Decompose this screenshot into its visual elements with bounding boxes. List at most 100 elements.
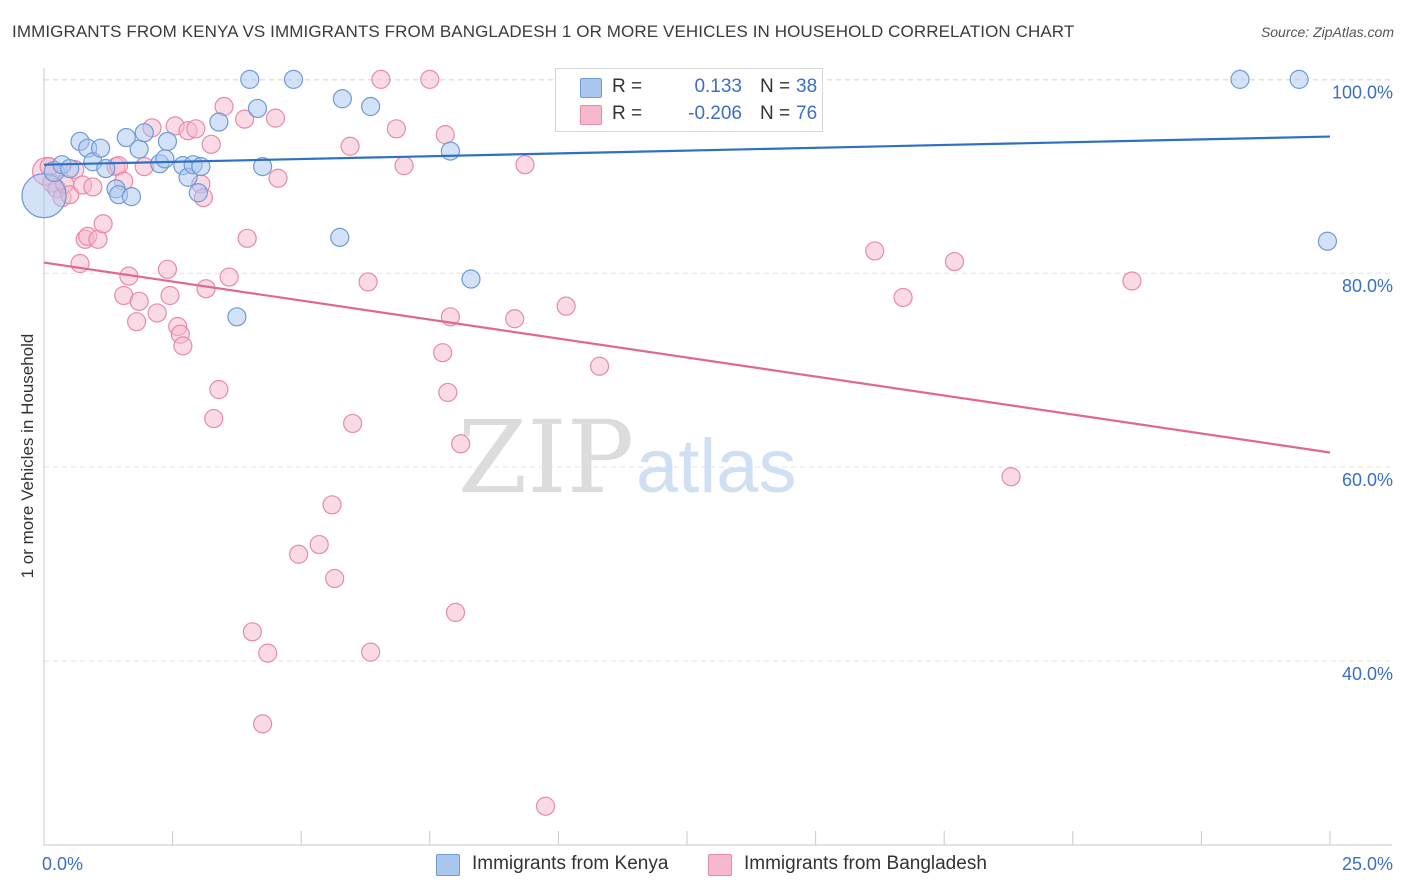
r-label: R = xyxy=(612,103,643,124)
kenya-point xyxy=(209,112,229,132)
bangladesh-point xyxy=(386,119,406,139)
r-label: R = xyxy=(612,76,643,97)
bangladesh-point xyxy=(235,109,255,129)
kenya-point xyxy=(1289,69,1309,89)
bangladesh-point xyxy=(201,134,221,154)
bangladesh-swatch xyxy=(708,854,732,876)
bangladesh-point xyxy=(186,119,206,139)
kenya-point xyxy=(129,139,149,159)
bangladesh-point xyxy=(505,309,525,329)
bangladesh-point xyxy=(93,214,113,234)
bangladesh-point xyxy=(893,287,913,308)
kenya-point xyxy=(330,227,350,247)
kenya-point xyxy=(1230,69,1250,89)
trend-lines xyxy=(43,135,1331,454)
series-legend: Immigrants from Kenya Immigrants from Ba… xyxy=(0,852,1406,878)
n-value: 76 xyxy=(796,103,818,124)
source-label: Source: ZipAtlas.com xyxy=(1260,24,1394,40)
bangladesh-point xyxy=(1001,467,1021,487)
bangladesh-trend-line xyxy=(43,261,1331,454)
bangladesh-point xyxy=(358,272,378,292)
watermark-zip: ZIP xyxy=(458,399,634,516)
bangladesh-point xyxy=(535,796,556,816)
bangladesh-point xyxy=(343,413,363,434)
bangladesh-point xyxy=(433,343,453,363)
bangladesh-point xyxy=(309,534,329,555)
bangladesh-point xyxy=(556,296,576,316)
kenya-point xyxy=(116,127,136,148)
bangladesh-point xyxy=(361,642,381,662)
chart-title: IMMIGRANTS FROM KENYA VS IMMIGRANTS FROM… xyxy=(12,22,1075,41)
bangladesh-point xyxy=(340,136,360,156)
kenya-point xyxy=(227,307,247,327)
bangladesh-point xyxy=(209,379,229,400)
bangladesh-point xyxy=(1122,271,1142,291)
bangladesh-point xyxy=(204,408,224,429)
tick-labels: 100.0% 80.0% 60.0% 40.0% 0.0% 25.0% xyxy=(42,82,1393,874)
legend-label: Immigrants from Bangladesh xyxy=(744,853,987,874)
n-value: 38 xyxy=(796,76,818,97)
watermark-atlas: atlas xyxy=(636,424,797,509)
bangladesh-point xyxy=(325,568,345,589)
kenya-point xyxy=(157,131,178,152)
y-axis-title: 1 or more Vehicles in Household xyxy=(18,333,37,579)
kenya-trend-line xyxy=(43,135,1331,166)
bangladesh-point xyxy=(237,228,257,248)
gridlines xyxy=(44,78,1392,662)
bangladesh-point xyxy=(196,279,216,299)
bangladesh-point xyxy=(438,382,458,403)
kenya-point xyxy=(332,89,352,109)
bangladesh-point xyxy=(435,125,455,145)
r-value: 0.133 xyxy=(694,76,742,97)
bangladesh-point xyxy=(258,643,278,663)
stats-legend: R = 0.133 N = 38 R = -0.206 N = 76 xyxy=(555,68,823,132)
bangladesh-point xyxy=(265,108,286,128)
kenya-point xyxy=(247,98,268,119)
kenya-point xyxy=(121,187,142,207)
x-tick-label: 0.0% xyxy=(42,854,83,874)
bangladesh-point xyxy=(865,241,885,261)
y-tick-label: 60.0% xyxy=(1342,470,1393,490)
bangladesh-swatch xyxy=(580,105,602,125)
y-tick-label: 100.0% xyxy=(1332,82,1393,102)
kenya-point xyxy=(90,138,111,158)
bangladesh-point xyxy=(289,544,309,564)
bangladesh-point xyxy=(451,434,471,454)
bangladesh-point xyxy=(242,622,262,642)
y-tick-label: 40.0% xyxy=(1342,664,1393,684)
bangladesh-point xyxy=(322,495,342,515)
kenya-point xyxy=(188,183,208,203)
bangladesh-point xyxy=(371,69,391,89)
n-label: N = xyxy=(760,103,791,124)
watermark: ZIP atlas xyxy=(458,399,797,516)
x-tick-label: 25.0% xyxy=(1342,854,1393,874)
bangladesh-point xyxy=(157,259,178,279)
bangladesh-point xyxy=(83,177,103,197)
bangladesh-point xyxy=(589,356,610,376)
bangladesh-point xyxy=(129,291,149,311)
bangladesh-point xyxy=(160,285,180,306)
r-value: -0.206 xyxy=(688,103,742,124)
kenya-swatch xyxy=(580,78,602,98)
kenya-swatch xyxy=(436,854,460,876)
kenya-point xyxy=(440,141,460,161)
bangladesh-point xyxy=(268,168,288,188)
bangladesh-point xyxy=(445,602,466,623)
bangladesh-point xyxy=(394,156,414,176)
kenya-point xyxy=(253,157,273,177)
y-tick-label: 80.0% xyxy=(1342,276,1393,296)
bangladesh-point xyxy=(173,336,193,356)
kenya-point xyxy=(60,158,80,179)
bangladesh-point xyxy=(944,251,965,272)
kenya-point xyxy=(461,269,481,289)
bangladesh-point xyxy=(515,155,535,175)
kenya-point xyxy=(155,149,175,169)
legend-label: Immigrants from Kenya xyxy=(472,853,669,874)
kenya-point xyxy=(240,69,260,89)
bangladesh-point xyxy=(147,303,167,323)
kenya-point xyxy=(361,96,381,117)
kenya-point xyxy=(1317,231,1338,251)
kenya-point xyxy=(283,69,304,89)
bangladesh-point xyxy=(219,267,239,287)
